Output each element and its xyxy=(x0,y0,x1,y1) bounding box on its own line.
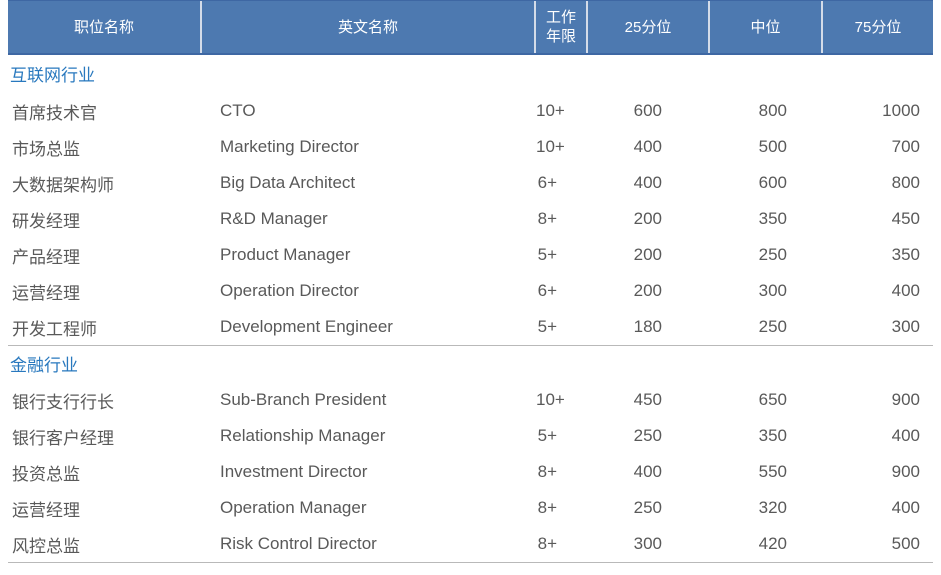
median-cell: 420 xyxy=(758,534,787,553)
p75-cell: 400 xyxy=(891,281,920,300)
column-header-years: 工作 年限 xyxy=(536,1,588,53)
position-cell: 运营经理 xyxy=(12,500,80,520)
position-cell: 研发经理 xyxy=(12,211,80,231)
english-cell: Operation Director xyxy=(220,281,359,300)
years-cell: 5+ xyxy=(537,245,557,264)
p25-cell: 200 xyxy=(633,281,662,300)
p75-cell: 450 xyxy=(891,209,920,228)
table-row: 市场总监 Marketing Director 10+ 400 500 700 xyxy=(8,129,933,165)
p75-cell: 800 xyxy=(891,173,920,192)
table-body: 互联网行业首席技术官 CTO 10+ 600 800 1000 市场总监 Marketing … xyxy=(8,55,933,563)
position-cell: 风控总监 xyxy=(12,536,80,556)
table-row: 首席技术官 CTO 10+ 600 800 1000 xyxy=(8,93,933,129)
section-title: 金融行业 xyxy=(10,356,78,375)
p25-cell: 400 xyxy=(633,462,662,481)
years-cell: 6+ xyxy=(537,173,557,192)
p25-cell: 180 xyxy=(633,317,662,336)
median-cell: 800 xyxy=(758,101,787,120)
table-row: 风控总监 Risk Control Director 8+ 300 420 500 xyxy=(8,526,933,562)
section-header-row: 互联网行业 xyxy=(8,55,933,93)
years-cell: 5+ xyxy=(537,426,557,445)
p25-cell: 600 xyxy=(633,101,662,120)
median-cell: 550 xyxy=(758,462,787,481)
p25-cell: 250 xyxy=(633,426,662,445)
position-cell: 首席技术官 xyxy=(12,103,97,123)
p25-cell: 400 xyxy=(633,173,662,192)
table-row: 运营经理 Operation Director 6+ 200 300 400 xyxy=(8,273,933,309)
p25-cell: 300 xyxy=(633,534,662,553)
p25-cell: 200 xyxy=(633,245,662,264)
english-cell: CTO xyxy=(220,101,256,120)
table-row: 研发经理 R&D Manager 8+ 200 350 450 xyxy=(8,201,933,237)
table-row: 运营经理 Operation Manager 8+ 250 320 400 xyxy=(8,490,933,526)
years-cell: 8+ xyxy=(537,462,557,481)
years-cell: 8+ xyxy=(537,498,557,517)
table-row: 银行客户经理 Relationship Manager 5+ 250 350 400 xyxy=(8,418,933,454)
position-cell: 大数据架构师 xyxy=(12,175,114,195)
p75-cell: 350 xyxy=(891,245,920,264)
column-header-median: 中位 xyxy=(710,1,823,53)
p75-cell: 1000 xyxy=(882,101,920,120)
median-cell: 500 xyxy=(758,137,787,156)
english-cell: Relationship Manager xyxy=(220,426,386,445)
column-header-p75: 75分位 xyxy=(854,18,902,36)
english-cell: Sub-Branch President xyxy=(220,390,387,409)
column-header-english: 英文名称 xyxy=(202,1,536,53)
position-cell: 市场总监 xyxy=(12,139,80,159)
median-cell: 250 xyxy=(758,317,787,336)
table-row: 开发工程师 Development Engineer 5+ 180 250 300 xyxy=(8,309,933,345)
p75-cell: 900 xyxy=(891,390,920,409)
english-cell: R&D Manager xyxy=(220,209,328,228)
table-row: 投资总监 Investment Director 8+ 400 550 900 xyxy=(8,454,933,490)
english-cell: Product Manager xyxy=(220,245,351,264)
median-cell: 350 xyxy=(758,426,787,445)
median-cell: 320 xyxy=(758,498,787,517)
english-cell: Big Data Architect xyxy=(220,173,356,192)
english-cell: Investment Director xyxy=(220,462,368,481)
p75-cell: 500 xyxy=(891,534,920,553)
table-row: 银行支行行长 Sub-Branch President 10+ 450 650 900 xyxy=(8,382,933,418)
median-cell: 650 xyxy=(758,390,787,409)
median-cell: 250 xyxy=(758,245,787,264)
p75-cell: 300 xyxy=(891,317,920,336)
p25-cell: 200 xyxy=(633,209,662,228)
p75-cell: 900 xyxy=(891,462,920,481)
position-cell: 银行客户经理 xyxy=(12,428,114,448)
median-cell: 600 xyxy=(758,173,787,192)
column-header-p25: 25分位 xyxy=(588,1,710,53)
years-cell: 10+ xyxy=(536,101,565,120)
median-cell: 300 xyxy=(758,281,787,300)
table-row: 产品经理 Product Manager 5+ 200 250 350 xyxy=(8,237,933,273)
english-cell: Marketing Director xyxy=(220,137,359,156)
position-cell: 产品经理 xyxy=(12,247,80,267)
p25-cell: 450 xyxy=(633,390,662,409)
median-cell: 350 xyxy=(758,209,787,228)
position-cell: 运营经理 xyxy=(12,283,80,303)
table-row: 大数据架构师 Big Data Architect 6+ 400 600 800 xyxy=(8,165,933,201)
position-cell: 银行支行行长 xyxy=(12,392,114,412)
p25-cell: 250 xyxy=(633,498,662,517)
p75-cell: 700 xyxy=(891,137,920,156)
english-cell: Development Engineer xyxy=(220,317,393,336)
years-cell: 8+ xyxy=(537,534,557,553)
years-cell: 6+ xyxy=(537,281,557,300)
years-cell: 5+ xyxy=(537,317,557,336)
p75-cell: 400 xyxy=(891,426,920,445)
english-cell: Risk Control Director xyxy=(220,534,377,553)
p25-cell: 400 xyxy=(633,137,662,156)
section-header-row: 金融行业 xyxy=(8,345,933,382)
p75-cell: 400 xyxy=(891,498,920,517)
position-cell: 开发工程师 xyxy=(12,319,97,339)
english-cell: Operation Manager xyxy=(220,498,367,517)
section-title: 互联网行业 xyxy=(10,66,95,85)
years-cell: 10+ xyxy=(536,390,565,409)
position-cell: 投资总监 xyxy=(12,464,80,484)
years-cell: 8+ xyxy=(537,209,557,228)
column-header-position: 职位名称 xyxy=(8,1,202,53)
table-header-row: 职位名称 英文名称 工作 年限 25分位 中位 75分位 xyxy=(8,0,933,55)
years-cell: 10+ xyxy=(536,137,565,156)
